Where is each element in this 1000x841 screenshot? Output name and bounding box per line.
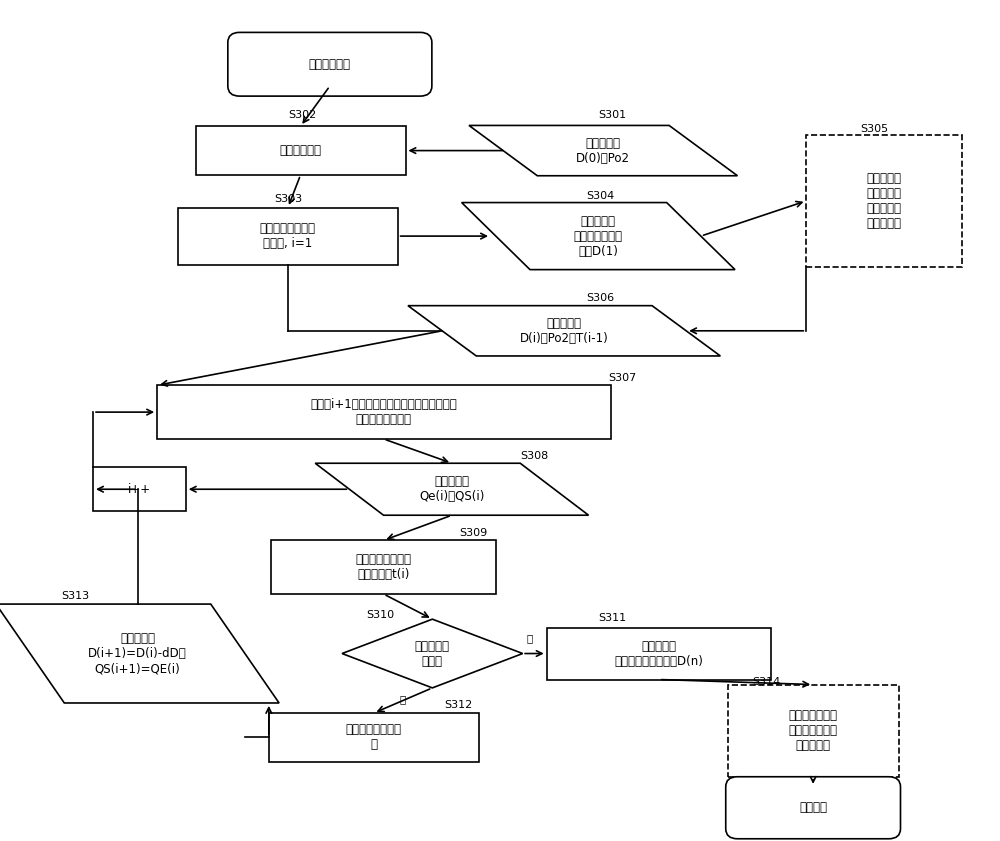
Text: 第二类参数
D(i+1)=D(i)-dD、
QS(i+1)=QE(i): 第二类参数 D(i+1)=D(i)-dD、 QS(i+1)=QE(i) (88, 632, 187, 675)
Text: 操作人员或加压
舱环境控制系统
减压至常压: 操作人员或加压 舱环境控制系统 减压至常压 (789, 709, 838, 752)
Bar (269, 713, 479, 762)
Bar (93, 468, 186, 511)
Text: 第一类参数
D(i)、Po2、T(i-1): 第一类参数 D(i)、Po2、T(i-1) (520, 317, 609, 345)
Text: S304: S304 (587, 191, 615, 201)
Polygon shape (315, 463, 589, 516)
Bar (806, 135, 962, 267)
Bar (728, 685, 899, 777)
Text: S308: S308 (520, 451, 548, 461)
Text: 计算第一停留站深
度压力, i=1: 计算第一停留站深 度压力, i=1 (260, 222, 316, 250)
Bar (178, 208, 398, 265)
Text: 减压结束: 减压结束 (799, 801, 827, 814)
Text: S310: S310 (366, 610, 394, 620)
Bar (157, 385, 611, 439)
Text: S312: S312 (444, 700, 472, 710)
Text: 迭代更新第二类参
数: 迭代更新第二类参 数 (346, 723, 402, 751)
Text: 否: 否 (400, 695, 406, 705)
Text: S314: S314 (753, 677, 781, 687)
Text: S301: S301 (598, 110, 626, 120)
Text: S313: S313 (61, 590, 89, 600)
Text: S305: S305 (860, 124, 888, 134)
FancyBboxPatch shape (726, 777, 900, 838)
Text: 第一类参数
D(0)、Po2: 第一类参数 D(0)、Po2 (576, 136, 630, 165)
Text: 是否达到出
水条件: 是否达到出 水条件 (415, 639, 450, 668)
Text: 第三类参数
第一停留站深度
压力D(1): 第三类参数 第一停留站深度 压力D(1) (574, 214, 623, 257)
Bar (271, 540, 496, 595)
Text: i++: i++ (128, 483, 151, 495)
Text: 是: 是 (527, 633, 533, 643)
FancyBboxPatch shape (228, 33, 432, 96)
Polygon shape (462, 203, 735, 270)
Text: 操作人员或
加压舱环境
控制系统进
行减压操作: 操作人员或 加压舱环境 控制系统进 行减压操作 (867, 172, 902, 230)
Text: 计算第i+1停留站开始时最慢人体最慢理论组
织内惰性气体分压: 计算第i+1停留站开始时最慢人体最慢理论组 织内惰性气体分压 (310, 398, 457, 426)
Text: S302: S302 (288, 110, 316, 120)
Polygon shape (342, 619, 523, 688)
Text: 第二类参数
Qe(i)、QS(i): 第二类参数 Qe(i)、QS(i) (419, 475, 485, 503)
Text: S309: S309 (460, 528, 488, 538)
Polygon shape (0, 604, 279, 703)
Bar (547, 627, 771, 680)
Polygon shape (408, 305, 720, 356)
Text: 第三类参数
最终停留站深度压力D(n): 第三类参数 最终停留站深度压力D(n) (614, 639, 703, 668)
Text: 计算第三类参数允
许停留时间t(i): 计算第三类参数允 许停留时间t(i) (356, 553, 412, 581)
Text: S307: S307 (608, 373, 636, 383)
Text: S311: S311 (598, 613, 626, 623)
Text: S306: S306 (587, 294, 615, 303)
Polygon shape (469, 125, 737, 176)
Bar (196, 126, 406, 175)
Text: 开始进行减压: 开始进行减压 (309, 58, 351, 71)
Text: S303: S303 (274, 194, 302, 204)
Text: 读取初始参数: 读取初始参数 (280, 144, 322, 157)
